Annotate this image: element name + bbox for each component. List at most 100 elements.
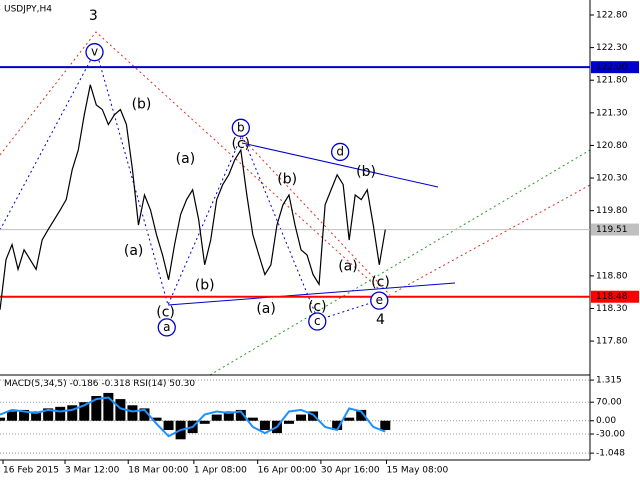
histogram-bar — [7, 411, 18, 421]
x-tick-label: 18 Mar 00:00 — [128, 466, 188, 476]
histogram-bar — [67, 405, 78, 421]
wave-label: c — [314, 314, 321, 328]
trend-line — [209, 149, 591, 376]
histogram-bar — [356, 409, 367, 421]
y-tick-label: 118.80 — [596, 271, 628, 281]
histogram-bar — [283, 420, 294, 424]
wave-label: (a) — [338, 258, 358, 274]
wave-label: (b) — [195, 277, 215, 293]
y-tick-label: 120.80 — [596, 141, 628, 151]
wave-label: (c) — [371, 275, 390, 291]
wave-circle — [308, 312, 327, 331]
wave-label: (a) — [176, 151, 196, 167]
wave-circle — [157, 318, 176, 337]
histogram-bar — [223, 411, 234, 421]
indicator-line — [0, 396, 386, 438]
y-tick-label: 120.30 — [596, 174, 628, 184]
histogram-bar — [344, 417, 355, 421]
histogram-bar — [19, 409, 30, 421]
y-tick-label: 121.80 — [596, 76, 628, 86]
x-tick-label: 1 Apr 08:00 — [194, 466, 247, 476]
trend-line — [241, 137, 391, 296]
price-level-label: 119.51 — [596, 225, 628, 235]
y-tick-label: 122.80 — [596, 11, 628, 21]
wave-label: 4 — [376, 312, 385, 328]
x-tick-label: 16 Apr 00:00 — [258, 466, 317, 476]
price-level-label: 122.00 — [596, 63, 628, 73]
macd-name: MACD(5,34,5) — [4, 379, 67, 389]
wave-circle — [331, 142, 350, 162]
histogram-bar — [211, 414, 222, 421]
histogram-bar — [380, 420, 391, 431]
y-tick-label: -30.00 — [596, 430, 625, 440]
x-tick-label: 15 May 08:00 — [387, 466, 449, 476]
histogram-bar — [296, 414, 307, 421]
histogram-bar — [199, 420, 210, 424]
histogram-bar — [55, 406, 66, 421]
wave-label: b — [237, 120, 245, 134]
y-tick-label: 0.00 — [596, 416, 616, 426]
price-level-box — [591, 223, 639, 236]
histogram-bar — [308, 411, 319, 421]
trend-line — [0, 31, 381, 291]
trend-line — [241, 142, 439, 188]
histogram-bar — [235, 409, 246, 421]
macd-readout: -0.186 — [70, 379, 99, 389]
histogram-bar — [31, 411, 42, 421]
histogram-bar — [139, 408, 150, 421]
wave-circle — [231, 118, 250, 137]
histogram-bar — [332, 420, 343, 431]
histogram-bar — [151, 417, 162, 421]
price-level-label: 118.48 — [596, 292, 628, 302]
histogram-bar — [247, 417, 258, 421]
trend-line — [0, 48, 381, 321]
price-line — [0, 84, 386, 310]
histogram-bar — [127, 405, 138, 421]
wave-lines — [0, 31, 591, 376]
wave-label: (b) — [356, 164, 376, 180]
wave-label: (b) — [132, 97, 152, 113]
macd-readout: -0.318 — [101, 379, 130, 389]
histogram-bar — [115, 399, 126, 421]
histogram-bar — [91, 396, 102, 421]
rsi-readout: 50.30 — [169, 379, 195, 389]
price-level-box — [591, 290, 639, 303]
y-tick-label: 118.30 — [596, 304, 628, 314]
wave-circle — [85, 43, 104, 62]
chart-title: USDJPY,H4 — [4, 5, 52, 15]
trend-line — [167, 282, 456, 306]
y-tick-label: -1.048 — [596, 449, 625, 459]
wave-label: d — [336, 144, 344, 158]
wave-label: 3 — [89, 8, 98, 24]
indicator-label: MACD(5,34,5) -0.186 -0.318 RSI(14) 50.30 — [4, 379, 195, 389]
wave-label: (c) — [232, 136, 251, 152]
wave-circle — [370, 291, 389, 310]
x-tick-label: 16 Feb 2015 — [3, 466, 59, 476]
wave-label: e — [376, 293, 383, 307]
histogram-bar — [79, 402, 90, 421]
trend-line — [394, 184, 591, 293]
rsi-name: RSI(14) — [133, 379, 166, 389]
y-tick-label: 117.80 — [596, 337, 628, 347]
wave-label: (a) — [124, 243, 144, 259]
y-tick-label: 1.315 — [596, 376, 622, 386]
y-tick-label: 119.80 — [596, 206, 628, 216]
y-tick-label: 121.30 — [596, 108, 628, 118]
y-tick-label: 122.30 — [596, 43, 628, 53]
wave-label: (b) — [277, 172, 297, 188]
wave-label: (c) — [156, 305, 175, 321]
wave-label: a — [163, 320, 170, 334]
wave-label: v — [91, 45, 98, 59]
price-level-box — [591, 61, 639, 74]
x-tick-label: 30 Apr 16:00 — [321, 466, 380, 476]
histogram-bar — [0, 417, 5, 421]
wave-label: (c) — [308, 299, 327, 315]
histogram-bar — [103, 392, 114, 421]
histogram-bar — [43, 408, 54, 421]
wave-label: (a) — [256, 301, 276, 317]
y-tick-label: 70.00 — [596, 398, 622, 408]
histogram-bar — [259, 420, 270, 431]
histogram-bar — [163, 420, 174, 431]
x-tick-label: 3 Mar 12:00 — [65, 466, 120, 476]
